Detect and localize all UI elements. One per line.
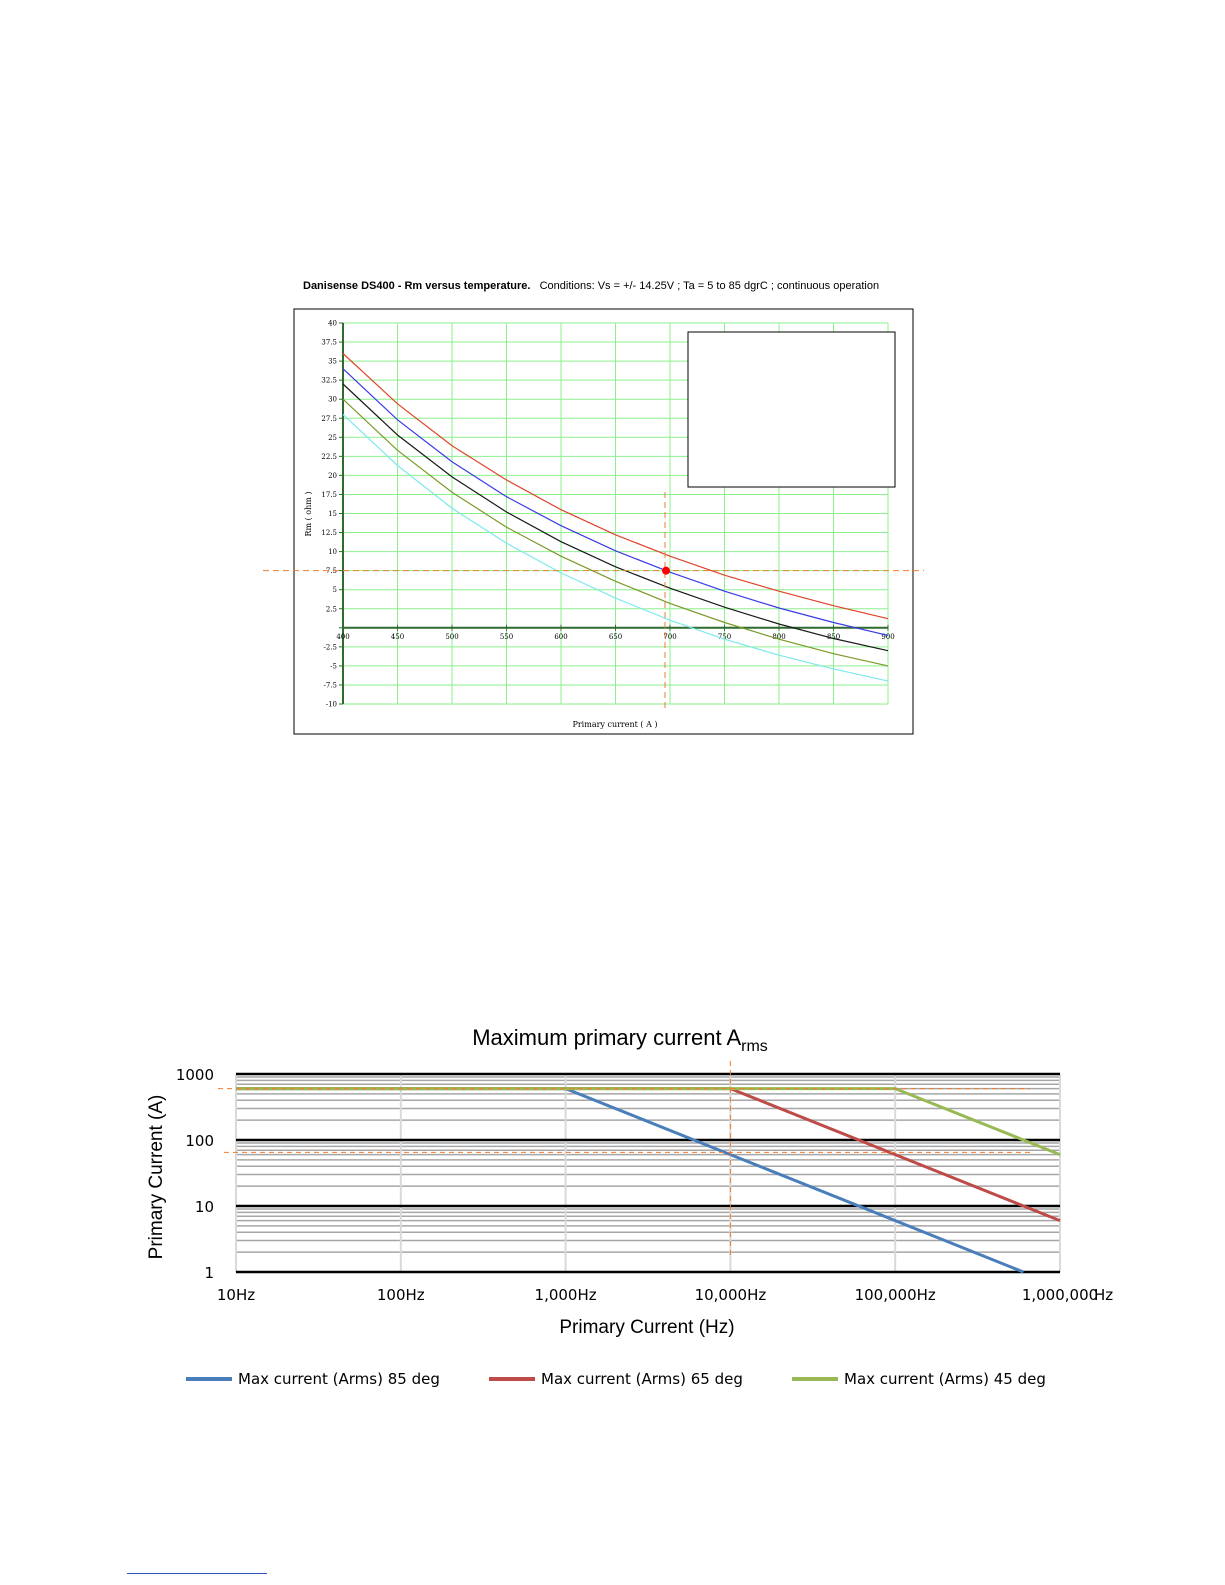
y-tick-label: -10 (326, 701, 337, 709)
y-tick-label: 37.5 (321, 339, 337, 347)
chart1-x-ticks: 400 450 500 550 600 650 700 750 800 850 900 (336, 624, 895, 641)
chart2-legend: Max current (Arms) 85 deg Max current (Ar… (186, 1370, 1046, 1388)
x-tick-label: 850 (827, 633, 840, 641)
chart2-grid (235, 1072, 1061, 1274)
x-tick-label: 600 (554, 633, 567, 641)
x-tick-label: 10,000Hz (695, 1286, 767, 1304)
x-tick-label: 100Hz (377, 1286, 425, 1304)
chart1-x-axis-label: Primary current ( A ) (572, 720, 657, 729)
chart2-title-sub: rms (741, 1038, 768, 1055)
chart1-title: Danisense DS400 - Rm versus temperature. (303, 280, 531, 292)
series-line (342, 368, 889, 636)
y-tick-label: -5 (330, 662, 337, 670)
x-tick-label: 650 (609, 633, 622, 641)
operating-point-marker (662, 566, 670, 575)
series-line (236, 1087, 1024, 1274)
x-tick-label: 1,000,000 (1022, 1286, 1098, 1304)
x-tick-label: 100,000Hz (855, 1286, 936, 1304)
x-tick-label: 400 (336, 633, 349, 641)
x-tick-unit-label: Hz (1094, 1286, 1113, 1304)
chart1-legend-box (687, 331, 896, 488)
y-tick-label: 2.5 (326, 605, 337, 613)
legend-label: Max current (Arms) 65 deg (541, 1370, 743, 1388)
y-tick-label: 20 (328, 472, 337, 480)
y-tick-label: 7.5 (326, 567, 337, 575)
x-tick-label: 900 (881, 633, 894, 641)
chart2-title: Maximum primary current Arms (472, 1025, 768, 1055)
y-tick-label: 1 (204, 1264, 214, 1282)
y-tick-label: 25 (328, 434, 337, 442)
x-tick-label: 10Hz (217, 1286, 255, 1304)
y-tick-label: 5 (333, 586, 337, 594)
y-tick-label: 12.5 (321, 529, 337, 537)
legend-label: Max current (Arms) 85 deg (238, 1370, 440, 1388)
chart2-y-ticks: 1000 100 10 1 (176, 1066, 214, 1282)
chart1-guides (263, 492, 924, 712)
series-line (342, 398, 889, 667)
chart2-x-ticks: 10Hz 100Hz 1,000Hz 10,000Hz 100,000Hz 1,000,0… (217, 1286, 1113, 1304)
y-tick-label: 32.5 (321, 377, 337, 385)
x-tick-label: 750 (718, 633, 731, 641)
chart2-x-axis-label: Primary Current (Hz) (559, 1317, 734, 1338)
y-tick-label: -2.5 (324, 643, 338, 651)
y-tick-label: 15 (328, 510, 337, 518)
series-line (342, 353, 889, 620)
chart2-guides (218, 1061, 1034, 1256)
x-tick-label: 500 (445, 633, 458, 641)
series-line (342, 383, 889, 652)
chart1-y-axis-label: Rm ( ohm ) (304, 491, 313, 536)
chart1-y-ticks: 40 37.5 35 32.5 30 27.5 25 22.5 20 17.5 15 12.5 10 7.… (321, 320, 343, 709)
rm-vs-current-chart: 400 450 500 550 600 650 700 750 800 850 900 40 37.5… (263, 308, 924, 735)
y-tick-label: 17.5 (321, 491, 337, 499)
x-tick-label: 450 (391, 633, 404, 641)
y-tick-label: 27.5 (321, 415, 337, 423)
y-tick-label: 10 (195, 1198, 214, 1216)
legend-label: Max current (Arms) 45 deg (844, 1370, 1046, 1388)
chart1-series (342, 353, 889, 682)
chart2-title-main: Maximum primary current A (472, 1025, 741, 1050)
y-tick-label: 10 (328, 548, 337, 556)
x-tick-label: 700 (663, 633, 676, 641)
y-tick-label: 35 (328, 358, 337, 366)
x-tick-label: 800 (772, 633, 785, 641)
chart1-title-block: Danisense DS400 - Rm versus temperature.… (303, 280, 903, 293)
y-tick-label: 22.5 (321, 453, 337, 461)
chart1-subtitle: Conditions: Vs = +/- 14.25V ; Ta = 5 to … (539, 280, 880, 292)
y-tick-label: 100 (185, 1132, 214, 1150)
chart2-series (236, 1087, 1061, 1274)
x-tick-label: 1,000Hz (535, 1286, 597, 1304)
y-tick-label: 1000 (176, 1066, 214, 1084)
y-tick-label: 30 (328, 396, 337, 404)
chart2-y-axis-label: Primary Current (A) (146, 1095, 167, 1260)
y-tick-label: 40 (328, 320, 337, 328)
y-tick-label: -7.5 (324, 681, 338, 689)
footnote-separator (127, 1573, 267, 1574)
x-tick-label: 550 (500, 633, 513, 641)
series-line (342, 413, 889, 682)
